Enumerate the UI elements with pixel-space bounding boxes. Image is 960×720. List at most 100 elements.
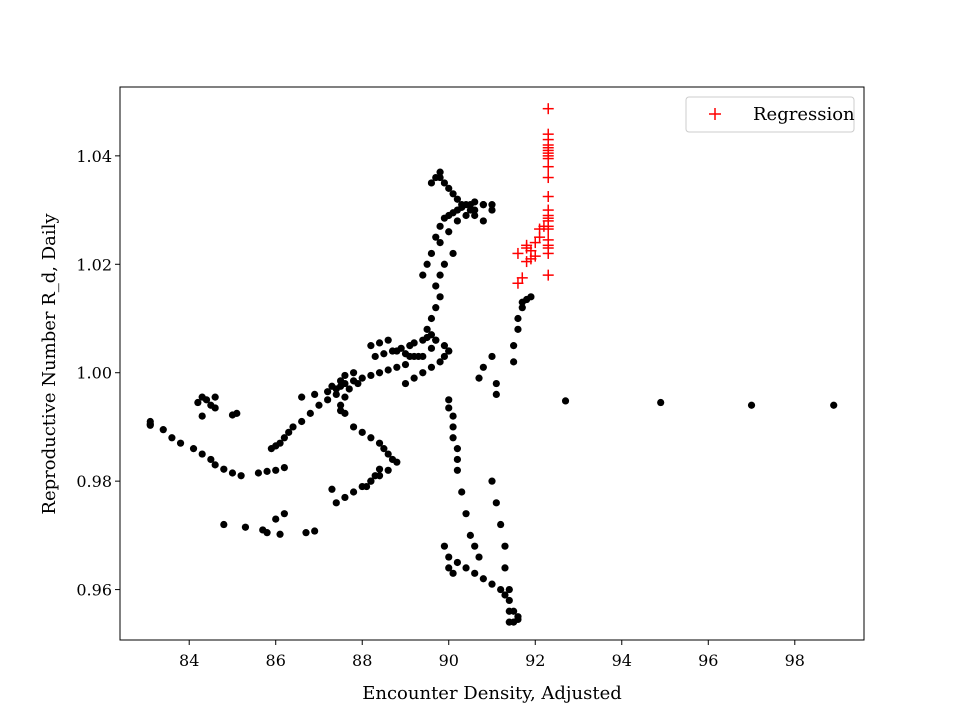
- data-point: [432, 282, 440, 290]
- data-point: [436, 293, 444, 301]
- data-point: [419, 271, 427, 279]
- data-point: [332, 390, 340, 399]
- data-point: [380, 445, 388, 453]
- data-point: [497, 585, 505, 594]
- data-point: [380, 350, 388, 358]
- data-point: [202, 396, 211, 404]
- data-point: [324, 396, 332, 404]
- data-point: [220, 465, 228, 473]
- data-point: [471, 569, 479, 577]
- data-point: [341, 371, 349, 380]
- data-point: [427, 179, 436, 187]
- data-point: [189, 445, 198, 453]
- x-axis-label: Encounter Density, Adjusted: [362, 683, 622, 704]
- x-axis: 84 86 88 90 92 94 96 98: [179, 640, 805, 670]
- data-point: [445, 404, 453, 412]
- data-point: [367, 371, 375, 380]
- data-point: [479, 363, 487, 371]
- data-point: [349, 423, 358, 431]
- x-tick-label: 98: [785, 651, 805, 670]
- data-point: [453, 195, 461, 203]
- data-point: [367, 342, 375, 350]
- regression-series: [512, 103, 554, 289]
- x-tick-label: 86: [266, 651, 286, 670]
- legend-plus-marker: [709, 108, 721, 120]
- data-point: [311, 390, 319, 399]
- plus-point: [542, 172, 554, 184]
- data-point: [289, 423, 297, 431]
- data-point: [475, 374, 483, 382]
- data-point: [471, 198, 479, 206]
- observed-series: [146, 168, 838, 626]
- data-point: [527, 293, 535, 301]
- data-point: [492, 499, 500, 507]
- data-point: [449, 569, 457, 577]
- data-point: [440, 542, 449, 550]
- data-point: [453, 466, 461, 474]
- data-point: [488, 206, 496, 214]
- data-point: [423, 260, 431, 268]
- data-point: [501, 591, 509, 599]
- plus-point: [542, 103, 554, 115]
- data-point: [427, 249, 436, 258]
- data-point: [410, 374, 418, 382]
- data-point: [285, 428, 293, 436]
- data-point: [358, 482, 366, 491]
- data-point: [302, 529, 310, 537]
- data-point: [211, 393, 219, 401]
- data-point: [401, 360, 410, 369]
- data-point: [432, 304, 440, 312]
- data-point: [241, 523, 250, 531]
- data-point: [475, 553, 483, 561]
- x-tick-label: 90: [439, 651, 459, 670]
- data-point: [341, 409, 349, 417]
- data-point: [384, 336, 392, 344]
- data-point: [427, 331, 436, 339]
- data-point: [458, 201, 466, 209]
- data-point: [375, 369, 384, 377]
- data-point: [332, 499, 340, 507]
- plus-point: [542, 128, 554, 140]
- data-point: [440, 179, 449, 187]
- data-point: [371, 352, 379, 361]
- data-point: [505, 607, 513, 615]
- data-point: [462, 564, 470, 572]
- data-point: [375, 339, 384, 347]
- data-point: [384, 450, 392, 458]
- data-point: [427, 363, 436, 371]
- data-point: [198, 450, 206, 458]
- data-point: [449, 423, 457, 431]
- data-point: [440, 342, 449, 350]
- data-point: [436, 238, 444, 247]
- data-point: [220, 520, 228, 529]
- data-point: [747, 401, 756, 409]
- data-point: [510, 358, 518, 366]
- data-point: [349, 488, 358, 496]
- data-point: [341, 393, 349, 401]
- data-point: [168, 434, 176, 442]
- data-point: [375, 465, 384, 473]
- data-point: [427, 314, 436, 323]
- data-point: [280, 463, 288, 472]
- data-point: [462, 211, 470, 220]
- y-axis: 0.96 0.98 1.00 1.02 1.04: [76, 147, 120, 600]
- data-point: [393, 363, 401, 371]
- data-point: [436, 173, 444, 182]
- data-point: [263, 467, 271, 475]
- data-point: [280, 434, 288, 442]
- data-point: [263, 529, 271, 537]
- data-point: [367, 434, 375, 442]
- data-point: [427, 344, 436, 352]
- data-point: [510, 342, 518, 350]
- data-point: [328, 485, 336, 493]
- data-point: [375, 472, 384, 480]
- data-point: [479, 575, 487, 583]
- data-point: [436, 271, 444, 279]
- data-point: [453, 445, 461, 453]
- data-point: [315, 401, 323, 409]
- data-point: [492, 379, 500, 388]
- y-axis-label: Reproductive Number R_d, Daily: [39, 213, 60, 515]
- data-point: [453, 558, 461, 567]
- x-tick-label: 92: [525, 651, 545, 670]
- y-tick-label: 0.96: [76, 581, 112, 600]
